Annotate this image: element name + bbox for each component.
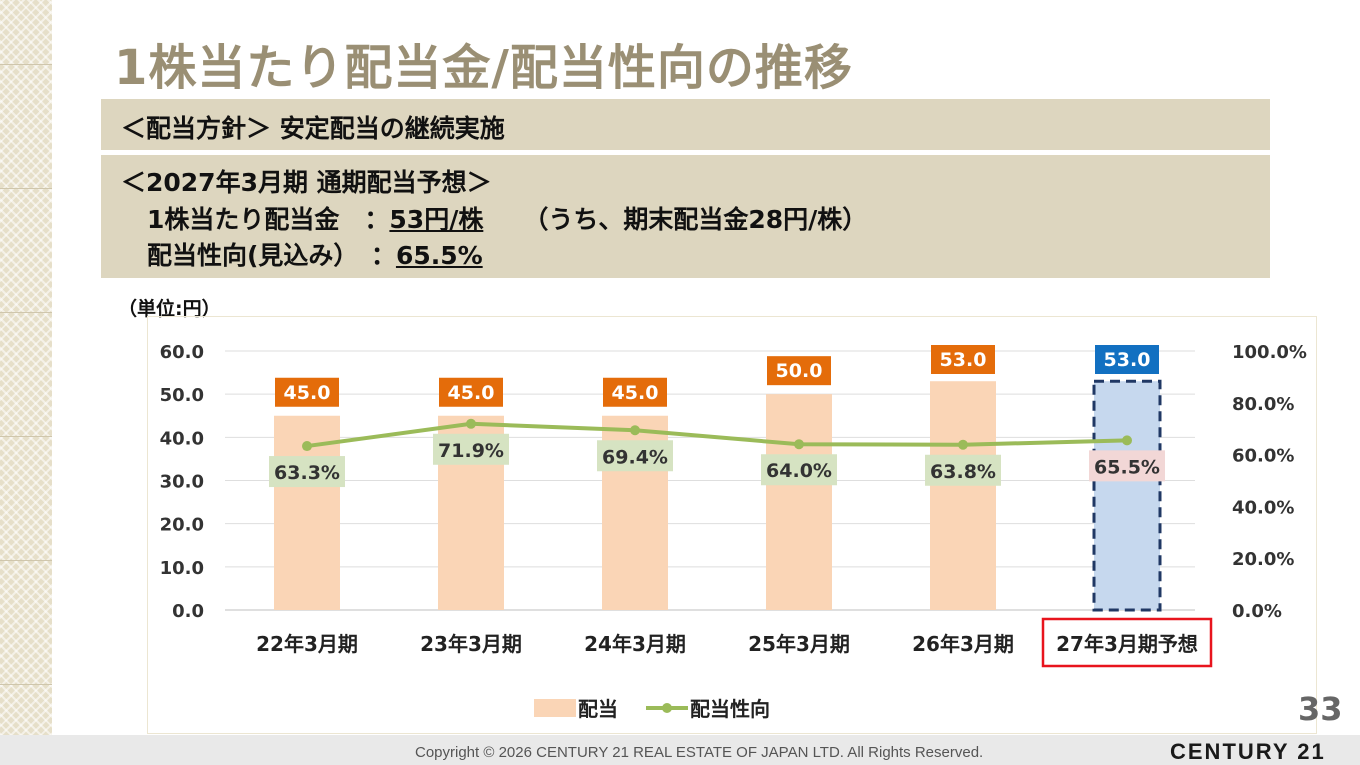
x-tick-label: 22年3月期 <box>256 632 358 656</box>
strip-divider <box>0 312 52 313</box>
y-right-tick-label: 80.0% <box>1232 394 1294 415</box>
dps-note: （うち、期末配当金28円/株） <box>523 205 868 234</box>
y-left-tick-label: 10.0 <box>160 558 204 579</box>
payout-value: 65.5% <box>395 241 483 270</box>
y-right-tick-label: 20.0% <box>1232 549 1294 570</box>
chart-frame <box>147 316 1317 734</box>
x-tick-label: 23年3月期 <box>420 632 522 656</box>
unit-label: （単位:円） <box>118 298 221 320</box>
y-right-tick-label: 60.0% <box>1232 446 1294 467</box>
bar-value-label: 53.0 <box>940 349 987 371</box>
payout-label-bg <box>269 456 345 488</box>
payout-label-bg <box>597 440 673 472</box>
dps-line: 1株当たり配当金 ：53円/株 （うち、期末配当金28円/株） <box>147 200 867 236</box>
strip-divider <box>0 560 52 561</box>
copyright-text: Copyright © 2026 CENTURY 21 REAL ESTATE … <box>415 744 984 761</box>
forecast-box: ＜2027年3月期 通期配当予想＞ 1株当たり配当金 ：53円/株 （うち、期末配… <box>101 155 1270 278</box>
payout-line: 配当性向(見込み） ：65.5% <box>147 236 483 272</box>
bar-value-label: 45.0 <box>612 382 659 404</box>
payout-ratio-point <box>1122 435 1132 446</box>
y-left-tick-label: 60.0 <box>160 342 204 363</box>
payout-ratio-label: 64.0% <box>766 460 832 482</box>
bar-value-label-bg <box>931 345 995 374</box>
x-tick-label: 27年3月期予想 <box>1056 632 1198 656</box>
forecast-heading: ＜2027年3月期 通期配当予想＞ <box>121 168 492 197</box>
legend-bar-label: 配当 <box>578 697 618 721</box>
strip-divider <box>0 684 52 685</box>
y-right-tick-label: 0.0% <box>1232 601 1282 622</box>
payout-ratio-point <box>302 441 312 452</box>
bar-value-label-bg <box>1095 345 1159 374</box>
payout-label-bg <box>761 454 837 486</box>
x-tick-label: 24年3月期 <box>584 632 686 656</box>
legend-bar-swatch <box>534 699 576 717</box>
dps-label: 1株当たり配当金 ： <box>147 205 390 234</box>
decorative-side-strip <box>0 0 52 765</box>
bar-value-label-bg <box>275 377 339 407</box>
payout-ratio-label: 63.3% <box>274 462 340 484</box>
payout-label-bg <box>1089 450 1165 482</box>
dps-value: 53円/株 <box>389 205 484 234</box>
payout-ratio-label: 63.8% <box>930 461 996 483</box>
payout-label-bg <box>433 433 509 465</box>
bar-value-label: 50.0 <box>776 360 823 382</box>
x-tick-label: 26年3月期 <box>912 632 1014 656</box>
y-right-tick-label: 100.0% <box>1232 342 1307 363</box>
payout-ratio-point <box>794 439 804 450</box>
bar-value-label-bg <box>603 377 667 407</box>
page-number: 33 <box>1298 690 1343 728</box>
y-left-tick-label: 0.0 <box>172 601 204 622</box>
bar-value-label-bg <box>439 377 503 407</box>
payout-ratio-line <box>306 421 1128 449</box>
payout-ratio-label: 71.9% <box>438 440 504 462</box>
bar-value-label-bg <box>767 356 831 386</box>
strip-divider <box>0 436 52 437</box>
policy-text: ＜配当方針＞ 安定配当の継続実施 <box>121 114 505 143</box>
bar-value-label: 45.0 <box>448 382 495 404</box>
legend-line-marker <box>662 703 672 713</box>
payout-ratio-point <box>630 425 640 436</box>
payout-ratio-point <box>958 439 968 450</box>
y-left-tick-label: 40.0 <box>160 428 204 449</box>
payout-ratio-label: 69.4% <box>602 446 668 468</box>
policy-box: ＜配当方針＞ 安定配当の継続実施 <box>101 99 1270 150</box>
page-title: 1株当たり配当金/配当性向の推移 <box>114 40 853 96</box>
y-right-tick-label: 40.0% <box>1232 497 1294 518</box>
bar-value-label: 45.0 <box>284 382 331 404</box>
payout-label-bg <box>925 454 1001 486</box>
forecast-bar <box>1092 379 1162 612</box>
bar-value-label: 53.0 <box>1104 349 1151 371</box>
y-left-tick-label: 30.0 <box>160 472 204 493</box>
payout-label: 配当性向(見込み） ： <box>147 241 396 270</box>
footer-bar <box>0 735 1360 765</box>
y-left-tick-label: 20.0 <box>160 515 204 536</box>
bar <box>766 394 832 610</box>
forecast-category-highlight <box>1041 617 1213 668</box>
strip-divider <box>0 188 52 189</box>
payout-ratio-point <box>466 418 476 429</box>
bar <box>930 381 996 610</box>
strip-divider <box>0 64 52 65</box>
brand-logo: CENTURY 21 <box>1170 739 1326 764</box>
x-tick-label: 25年3月期 <box>748 632 850 656</box>
legend-line-label: 配当性向 <box>690 697 770 721</box>
payout-ratio-label: 65.5% <box>1094 456 1160 478</box>
y-left-tick-label: 50.0 <box>160 385 204 406</box>
